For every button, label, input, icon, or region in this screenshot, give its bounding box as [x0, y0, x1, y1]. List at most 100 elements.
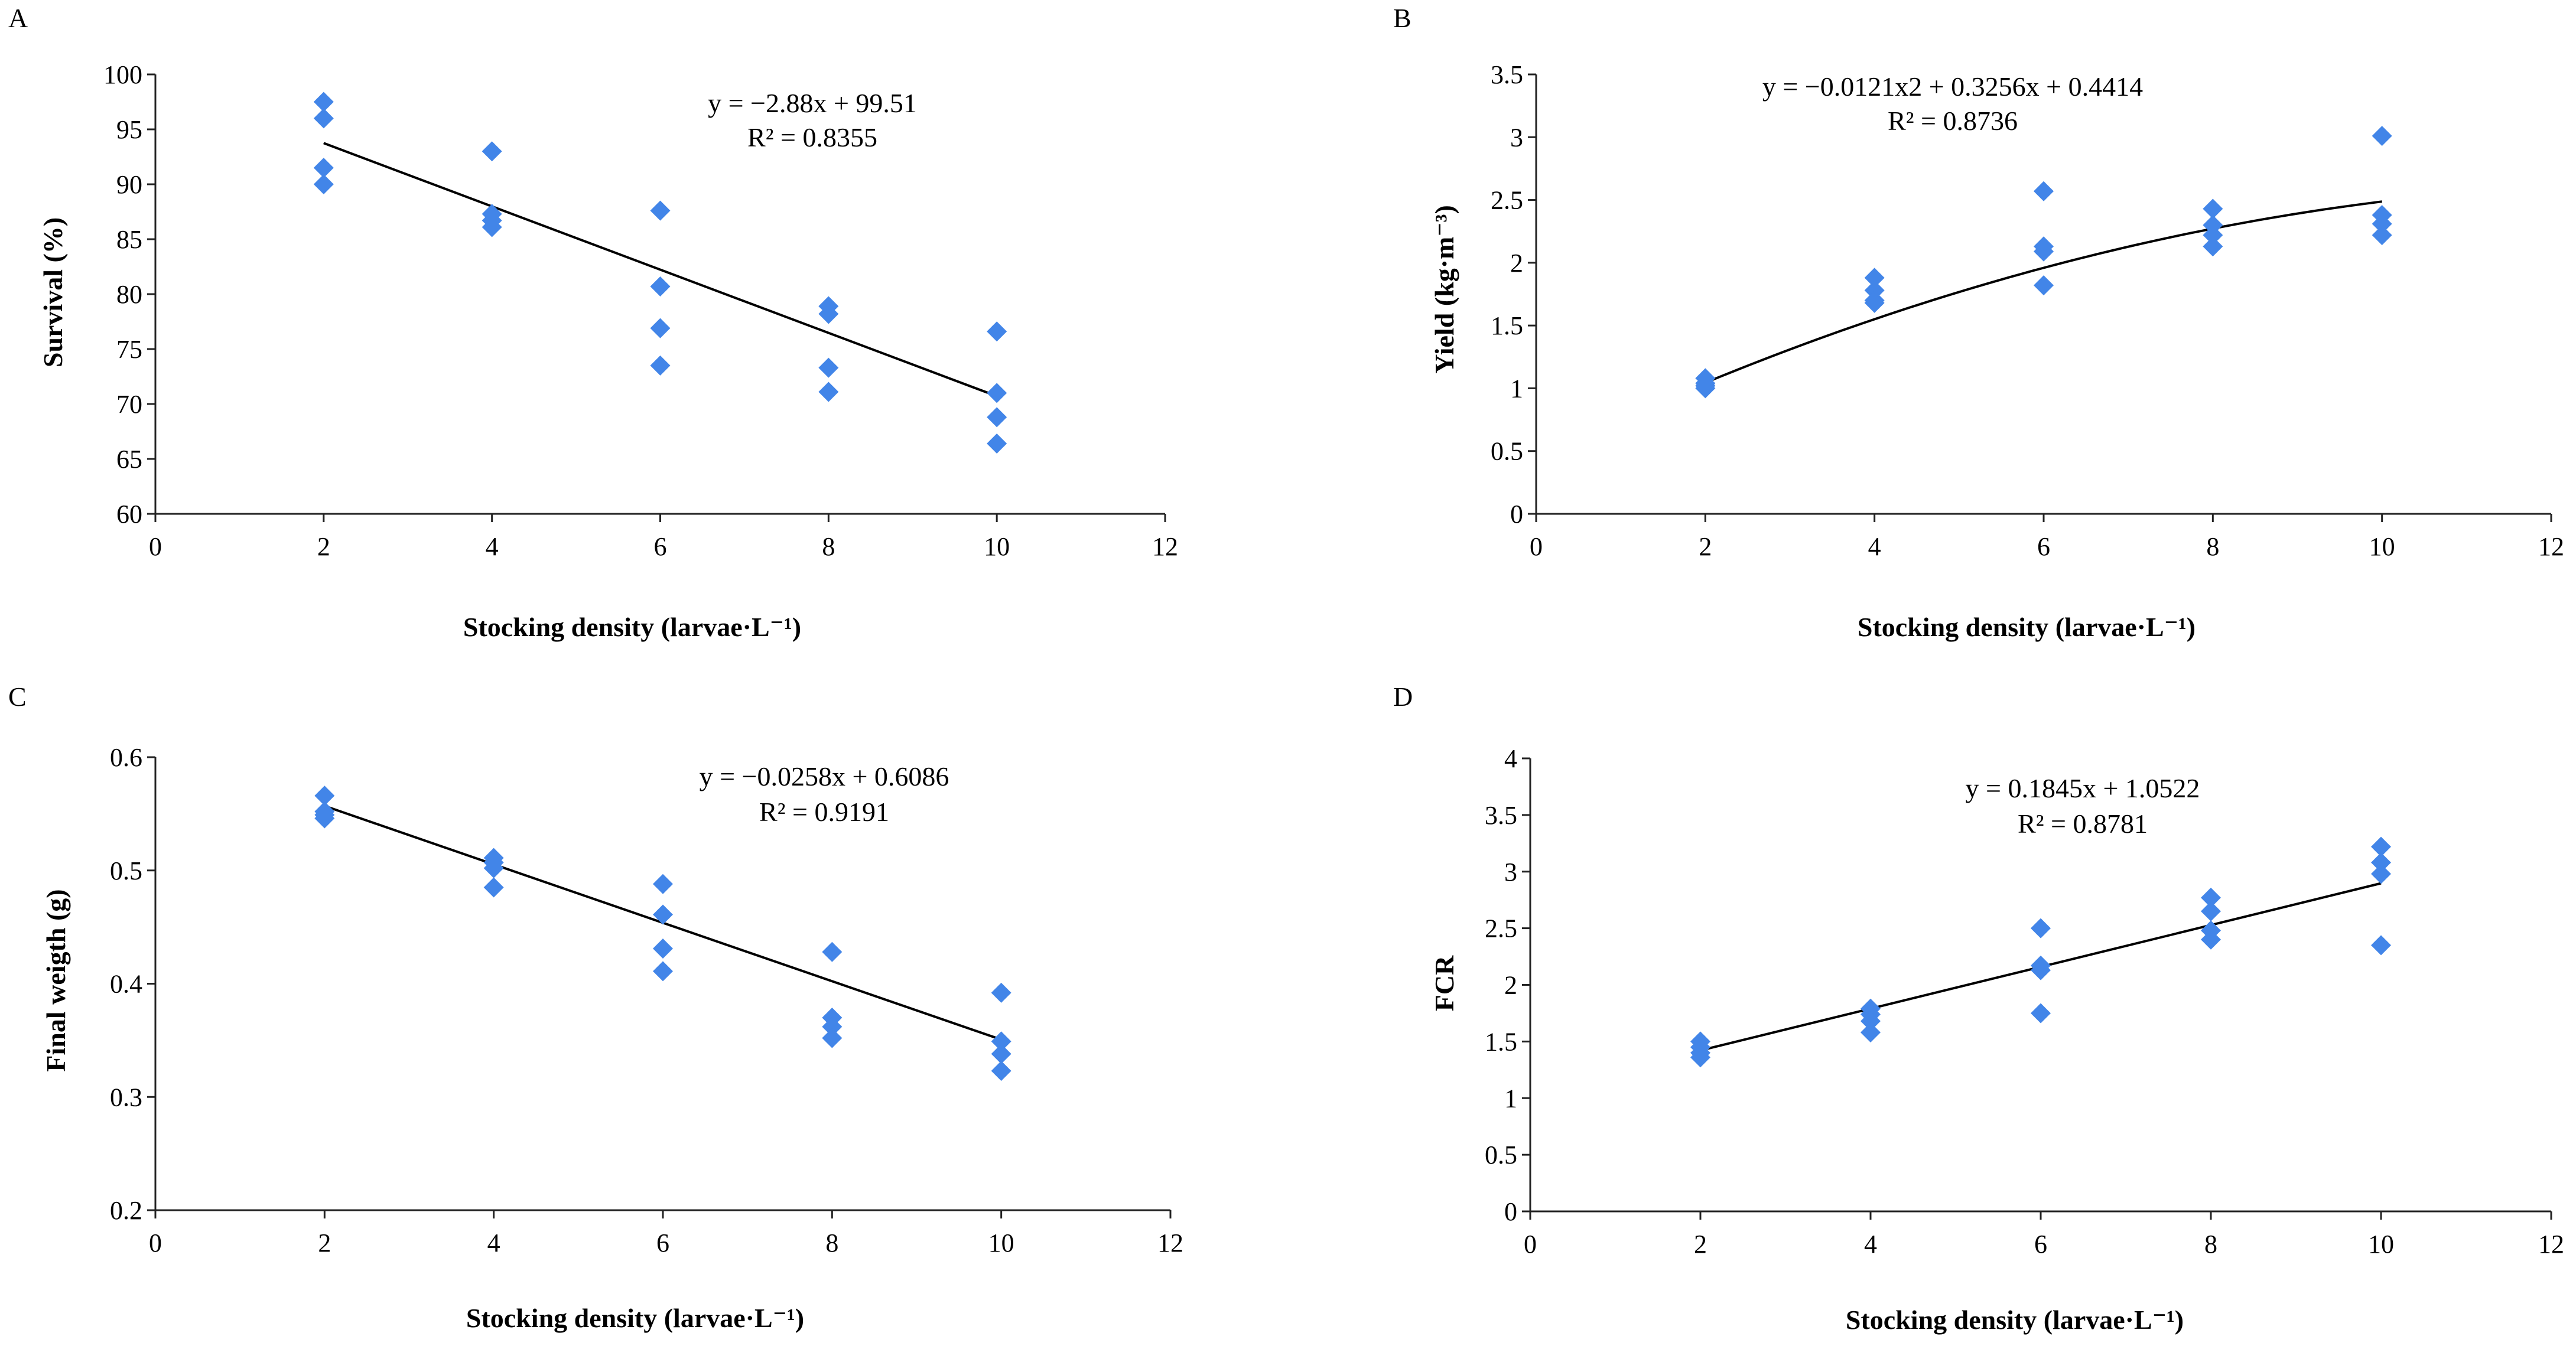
- panel-c-x-tick-label: 6: [656, 1229, 669, 1257]
- panel-d: D 0 0.5 1 1.5 2 2.5 3 3.5 4 0 2 4 6 8 10 12 y = 0.1845x…: [1393, 682, 2564, 1335]
- panel-c-y-tick-label: 0.4: [110, 970, 142, 999]
- panel-c-x-tick-label: 8: [825, 1229, 838, 1257]
- panel-c-data-point: [653, 939, 673, 959]
- panel-a-equation: y = −2.88x + 99.51: [708, 88, 917, 118]
- panel-c-data-point: [483, 858, 504, 878]
- panel-b-x-tick-label: 12: [2538, 532, 2564, 561]
- panel-d-letter: D: [1393, 682, 1413, 712]
- panel-a-marks: [313, 92, 1007, 454]
- panel-c: C 0.2 0.3 0.4 0.5 0.6 0 2 4 6 8 10 12 y = −0.0258x …: [8, 682, 1183, 1333]
- panel-a-x-tick-label: 12: [1152, 532, 1178, 561]
- panel-a-axes: 60 65 70 75 80 85 90 95 100 0 2 4 6 8 10 12: [103, 60, 1178, 561]
- panel-b-data-point: [2203, 225, 2223, 246]
- panel-c-axes: 0.2 0.3 0.4 0.5 0.6 0 2 4 6 8 10 12: [110, 743, 1183, 1257]
- panel-a-x-tick-label: 6: [654, 532, 667, 561]
- panel-c-data-point: [822, 1028, 843, 1048]
- panel-b-data-point: [1864, 268, 1885, 288]
- panel-b-axes: 0 0.5 1 1.5 2 2.5 3 3.5 0 2 4 6 8 10 12: [1491, 60, 2564, 561]
- panel-c-data-point: [822, 1016, 843, 1037]
- panel-a-x-tick-label: 0: [149, 532, 162, 561]
- panel-a-x-tick-label: 8: [822, 532, 835, 561]
- panel-b-data-point: [2034, 275, 2054, 296]
- panel-a-x-tick-label: 10: [984, 532, 1010, 561]
- panel-d-data-point: [1861, 1022, 1881, 1043]
- panel-a-data-point: [987, 433, 1007, 454]
- panel-b-x-tick-label: 8: [2206, 532, 2219, 561]
- panel-b-y-tick-label: 0: [1510, 500, 1523, 529]
- panel-a-data-point: [482, 217, 502, 237]
- panel-a-data-point: [650, 318, 671, 338]
- panel-d-equation: y = 0.1845x + 1.0522: [1966, 773, 2200, 803]
- panel-c-x-tick-label: 0: [149, 1229, 162, 1257]
- panel-b-marks: [1695, 126, 2392, 399]
- panel-a-y-tick-label: 95: [116, 115, 142, 144]
- panel-c-y-tick-label: 0.2: [110, 1196, 142, 1225]
- panel-a-data-point: [313, 158, 334, 178]
- panel-d-y-axis-title: FCR: [1429, 955, 1459, 1011]
- panel-c-y-tick-label: 0.3: [110, 1083, 142, 1112]
- panel-c-data-point: [653, 961, 673, 982]
- panel-b-x-tick-label: 6: [2037, 532, 2050, 561]
- panel-d-data-point: [1861, 1011, 1881, 1031]
- panel-a-y-tick-label: 100: [103, 60, 142, 89]
- panel-d-data-point: [2371, 836, 2391, 857]
- panel-b: B 0 0.5 1 1.5 2 2.5 3 3.5 0 2 4 6 8 10 12 y = −0.0121x…: [1393, 3, 2564, 642]
- panel-d-axes: 0 0.5 1 1.5 2 2.5 3 3.5 4 0 2 4 6 8 10 12: [1485, 744, 2564, 1259]
- panel-a-data-point: [313, 174, 334, 194]
- panel-a-trend-line: [323, 142, 997, 397]
- panel-b-x-tick-label: 4: [1868, 532, 1881, 561]
- panel-a-x-tick-label: 2: [317, 532, 330, 561]
- panel-b-equation: y = −0.0121x2 + 0.3256x + 0.4414: [1762, 71, 2143, 102]
- panel-d-data-point: [2201, 929, 2221, 950]
- panel-d-y-tick-label: 2.5: [1485, 914, 1517, 943]
- panel-d-data-point: [2201, 901, 2221, 921]
- panel-a-data-point: [650, 355, 671, 376]
- panel-a-data-point: [650, 200, 671, 221]
- panel-d-x-tick-label: 12: [2538, 1230, 2564, 1259]
- panel-d-y-tick-label: 1: [1504, 1084, 1517, 1113]
- panel-a-r2: R² = 0.8355: [747, 122, 877, 152]
- panel-c-data-point: [483, 877, 504, 898]
- panel-d-x-tick-label: 6: [2034, 1230, 2047, 1259]
- panel-a-data-point: [818, 357, 839, 378]
- panel-b-x-axis-title: Stocking density (larvae·L⁻¹): [1858, 612, 2196, 642]
- panel-b-trend-line: [1705, 200, 2382, 384]
- panel-b-data-point: [2372, 126, 2392, 146]
- panel-b-data-point: [2203, 198, 2223, 219]
- panel-a-data-point: [987, 321, 1007, 342]
- panel-b-x-tick-label: 0: [1530, 532, 1543, 561]
- panel-c-data-point: [314, 808, 335, 829]
- panel-c-r2: R² = 0.9191: [759, 797, 889, 827]
- panel-c-data-point: [822, 941, 843, 962]
- panel-a-data-point: [818, 304, 839, 324]
- panel-a-x-tick-label: 4: [486, 532, 499, 561]
- panel-b-x-tick-label: 2: [1699, 532, 1712, 561]
- panel-b-data-point: [2034, 181, 2054, 201]
- panel-c-data-point: [653, 874, 673, 894]
- panel-a-data-point: [818, 382, 839, 402]
- panel-c-x-tick-label: 2: [318, 1229, 331, 1257]
- panel-b-y-axis-title: Yield (kg·m⁻³): [1429, 205, 1459, 374]
- panel-c-data-point: [314, 786, 335, 806]
- panel-d-data-point: [2371, 864, 2391, 884]
- panel-b-y-tick-label: 0.5: [1491, 437, 1523, 466]
- panel-c-data-point: [991, 982, 1011, 1003]
- panel-d-marks: [1690, 836, 2391, 1068]
- panel-a: A 60 65 70 75 80 85 90 95 100 0 2 4 6 8 10 12 y = −2.88…: [8, 3, 1178, 642]
- panel-c-equation: y = −0.0258x + 0.6086: [700, 761, 949, 791]
- panel-c-data-point: [653, 904, 673, 925]
- panel-a-data-point: [987, 383, 1007, 403]
- panel-d-data-point: [2371, 935, 2391, 956]
- panel-c-data-point: [991, 1061, 1011, 1081]
- panel-c-letter: C: [8, 682, 27, 712]
- panel-c-y-tick-label: 0.5: [110, 856, 142, 885]
- panel-a-x-axis-title: Stocking density (larvae·L⁻¹): [463, 612, 801, 642]
- panel-a-y-tick-label: 70: [116, 390, 142, 419]
- panel-d-y-tick-label: 4: [1504, 744, 1517, 773]
- panel-a-y-tick-label: 75: [116, 335, 142, 364]
- panel-c-y-axis-title: Final weigth (g): [41, 889, 71, 1071]
- panel-a-y-axis-title: Survival (%): [38, 217, 68, 367]
- panel-c-x-tick-label: 4: [487, 1229, 500, 1257]
- panel-d-data-point: [2031, 918, 2051, 939]
- panel-b-x-tick-label: 10: [2369, 532, 2395, 561]
